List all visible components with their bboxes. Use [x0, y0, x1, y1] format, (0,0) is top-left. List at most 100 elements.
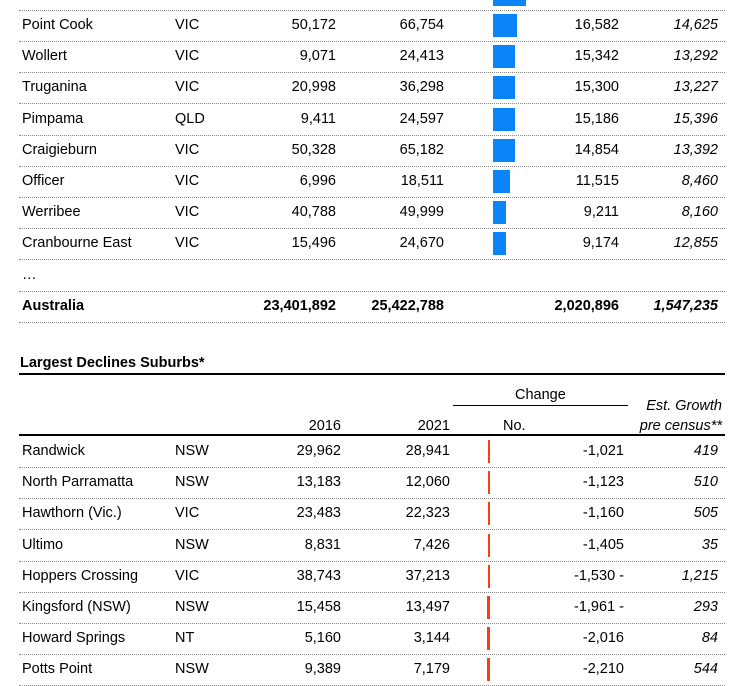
divider [453, 405, 628, 406]
ellipsis: … [22, 266, 37, 283]
change-bar [493, 107, 516, 131]
change-bar [493, 232, 507, 256]
header-2021: 2021 [417, 418, 450, 434]
value-2021: 66,754 [399, 17, 444, 33]
state: VIC [175, 17, 200, 33]
suburb-name: Ultimo [22, 536, 64, 553]
change-bar [488, 471, 490, 495]
change-value: -1,123 [582, 474, 624, 491]
est-growth: 419 [693, 443, 718, 459]
total-2021: 25,422,788 [371, 297, 444, 314]
est-growth: 8,460 [681, 173, 718, 189]
change-bar [493, 201, 507, 225]
suburb-name: Potts Point [22, 661, 93, 678]
value-2016: 15,458 [296, 599, 341, 615]
change-bar [493, 76, 516, 100]
state: VIC [175, 173, 200, 189]
state: VIC [175, 505, 200, 522]
est-growth: 35 [701, 536, 718, 553]
value-2016: 23,483 [296, 505, 341, 522]
total-est: 1,547,235 [653, 297, 718, 314]
divider [19, 434, 725, 436]
state: NSW [175, 661, 209, 678]
table-row: Werribee VIC 40,788 49,999 9,211 8,160 [19, 197, 725, 230]
change-value: -2,016 [582, 630, 624, 647]
change-bar [493, 138, 515, 162]
est-growth: 84 [701, 630, 718, 647]
est-growth: 15,396 [673, 110, 718, 127]
state: NSW [175, 443, 209, 459]
header-2016: 2016 [308, 418, 341, 434]
table-row: Officer VIC 6,996 18,511 11,515 8,460 [19, 166, 725, 198]
suburb-name: Craigieburn [22, 141, 97, 158]
change-bar [493, 14, 518, 37]
est-growth: 8,160 [681, 204, 718, 221]
table-row: Howard Springs NT 5,160 3,144 -2,016 84 [19, 623, 725, 656]
change-value: -1,961 - [574, 599, 624, 615]
est-growth: 544 [693, 661, 718, 678]
state: VIC [175, 567, 200, 584]
header-change: Change [515, 387, 566, 403]
suburb-name: Wollert [22, 48, 67, 65]
value-2021: 37,213 [405, 567, 450, 584]
table-row: Kingsford (NSW) NSW 15,458 13,497 -1,961 - 29… [19, 592, 725, 624]
value-2021: 12,060 [405, 474, 450, 491]
state: VIC [175, 204, 200, 221]
change-value: 9,211 [583, 204, 619, 221]
total-label: Australia [22, 297, 85, 314]
value-2021: 24,413 [399, 48, 444, 65]
state: NT [175, 630, 195, 647]
value-2016: 8,831 [304, 536, 341, 553]
change-value: 14,854 [574, 141, 619, 158]
value-2021: 18,511 [400, 173, 444, 189]
change-value: -1,021 [582, 443, 624, 459]
value-2016: 29,962 [296, 443, 341, 459]
value-2016: 13,183 [296, 474, 341, 491]
suburb-name: Cranbourne East [22, 235, 132, 252]
total-2016: 23,401,892 [263, 297, 336, 314]
header-est-2: pre census** [639, 418, 722, 434]
value-2016: 40,788 [291, 204, 336, 221]
total-row: Australia 23,401,892 25,422,788 2,020,89… [19, 291, 725, 323]
est-growth: 510 [693, 474, 718, 491]
value-2021: 24,597 [399, 110, 444, 127]
table-row-clipped [19, 0, 725, 11]
value-2021: 36,298 [399, 79, 444, 96]
value-2021: 24,670 [399, 235, 444, 252]
suburb-name: Hoppers Crossing [22, 567, 139, 584]
value-2021: 13,497 [405, 599, 450, 615]
value-2021: 65,182 [399, 141, 444, 158]
value-2016: 50,172 [291, 17, 336, 33]
suburb-name: North Parramatta [22, 474, 134, 491]
change-bar [488, 440, 490, 463]
value-2021: 7,179 [413, 661, 450, 678]
total-change: 2,020,896 [554, 297, 619, 314]
est-growth: 13,227 [673, 79, 718, 96]
suburb-name: Howard Springs [22, 630, 126, 647]
change-value: -1,160 [582, 505, 624, 522]
table-row: Cranbourne East VIC 15,496 24,670 9,174 12,85… [19, 228, 725, 261]
table-row: Wollert VIC 9,071 24,413 15,342 13,292 [19, 41, 725, 74]
ellipsis-row: … [19, 260, 725, 292]
est-growth: 505 [693, 505, 718, 522]
value-2021: 49,999 [399, 204, 444, 221]
change-value: 15,300 [574, 79, 619, 96]
state: NSW [175, 536, 209, 553]
suburb-name: Randwick [22, 443, 85, 459]
change-value: 9,174 [582, 235, 619, 252]
change-value: 11,515 [575, 173, 619, 189]
est-growth: 13,292 [673, 48, 718, 65]
header-no: No. [503, 418, 526, 434]
state: VIC [175, 48, 200, 65]
change-value: -1,405 [582, 536, 624, 553]
change-value: 16,582 [574, 17, 619, 33]
change-bar [487, 564, 490, 588]
suburb-name: Werribee [22, 204, 81, 221]
value-2016: 6,996 [299, 173, 336, 189]
table-row: Hawthorn (Vic.) VIC 23,483 22,323 -1,160 505 [19, 498, 725, 531]
value-2016: 15,496 [291, 235, 336, 252]
state: VIC [175, 235, 200, 252]
table-row: Ultimo NSW 8,831 7,426 -1,405 35 [19, 530, 725, 562]
est-growth: 293 [693, 599, 718, 615]
table-row: Point Cook VIC 50,172 66,754 16,582 14,625 [19, 10, 725, 42]
